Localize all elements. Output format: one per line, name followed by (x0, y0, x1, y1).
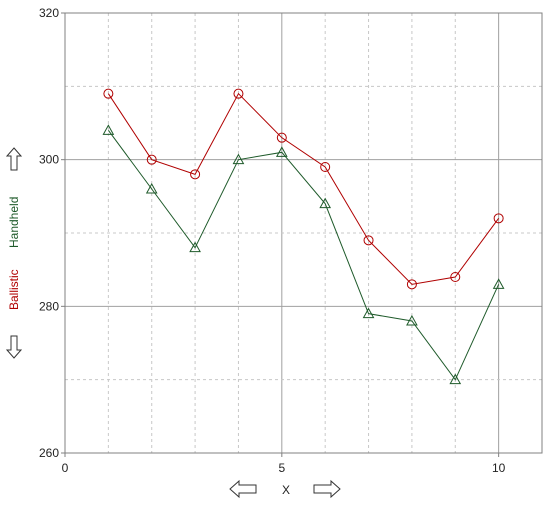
x-axis-label: X (282, 483, 290, 497)
x-tick-label: 5 (278, 461, 285, 475)
data-point (320, 162, 331, 172)
data-point (189, 241, 201, 253)
y-axis: 260 280 300 320 (39, 6, 65, 460)
data-point (146, 154, 157, 165)
series-handheld (102, 124, 505, 385)
y-tick-label: 300 (39, 153, 59, 167)
data-point (275, 146, 288, 157)
series-line (107, 130, 500, 381)
data-point (492, 278, 505, 289)
y-tick-label: 320 (39, 6, 59, 20)
data-point (102, 124, 115, 135)
data-point (450, 272, 461, 282)
legend-ballistic: Ballistic (7, 269, 21, 310)
data-point (493, 213, 504, 224)
data-point (190, 169, 201, 180)
grid (65, 13, 542, 453)
data-point (363, 235, 374, 246)
data-point (145, 182, 158, 194)
data-point (406, 279, 417, 290)
data-point (276, 132, 287, 143)
x-tick-label: 0 (62, 461, 69, 475)
data-point (233, 88, 244, 99)
series-layer (102, 88, 505, 385)
legend-handheld: Handheld (7, 197, 21, 248)
x-tick-label: 10 (492, 461, 506, 475)
series-ballistic (103, 88, 504, 290)
plot-frame (64, 12, 543, 454)
data-point (103, 88, 114, 99)
data-point (319, 197, 332, 209)
data-point (406, 314, 418, 326)
data-point (232, 153, 245, 165)
y-tick-label: 280 (39, 299, 59, 313)
x-axis: 0 5 10 (62, 453, 506, 475)
y-tick-label: 260 (39, 446, 59, 460)
series-line (107, 92, 500, 285)
scroll-right-arrow-icon[interactable] (313, 479, 341, 499)
scroll-left-arrow-icon[interactable] (229, 479, 257, 499)
data-point (449, 373, 462, 385)
data-point (362, 307, 375, 319)
scroll-down-arrow-icon[interactable] (5, 335, 23, 359)
scroll-up-arrow-icon[interactable] (5, 147, 23, 171)
